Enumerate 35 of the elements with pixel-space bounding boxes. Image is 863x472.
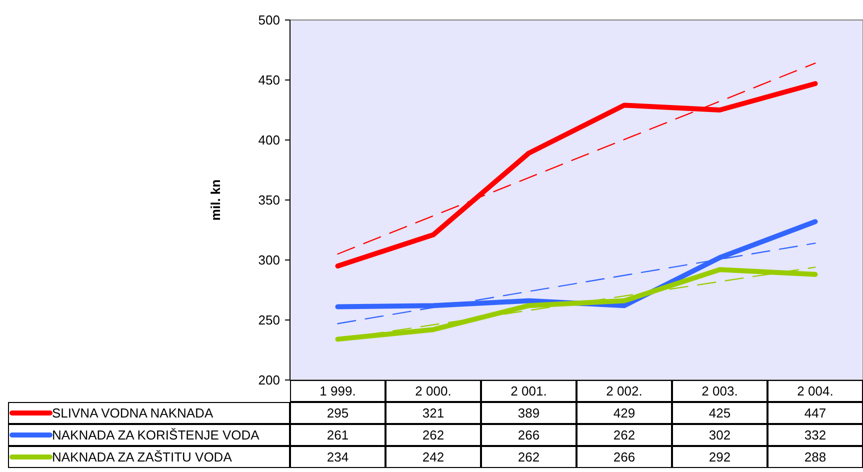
- x-tick-label: 1 999.: [320, 384, 356, 399]
- y-tick-label: 450: [258, 72, 280, 88]
- x-tick-label: 2 002.: [606, 384, 642, 399]
- x-tick-label: 2 003.: [702, 384, 738, 399]
- x-tick-label: 2 004.: [797, 384, 834, 399]
- data-label: 389: [518, 406, 540, 421]
- data-label: 242: [422, 450, 444, 465]
- y-tick-label: 500: [258, 12, 280, 28]
- data-label: 261: [326, 428, 349, 443]
- y-tick-label: 250: [258, 312, 280, 328]
- y-axis-title: mil. kn: [208, 179, 223, 221]
- data-label: 262: [422, 428, 444, 443]
- data-label: 332: [804, 428, 826, 443]
- x-tick-label: 2 000.: [415, 384, 452, 399]
- data-label: 234: [326, 450, 349, 465]
- data-label: 288: [804, 450, 826, 465]
- data-label: 447: [804, 406, 826, 421]
- data-label: 266: [613, 450, 636, 465]
- legend-label: SLIVNA VODNA NAKNADA: [52, 406, 214, 421]
- data-label: 295: [326, 406, 349, 421]
- data-label: 292: [708, 450, 731, 465]
- y-tick-label: 350: [258, 192, 280, 208]
- legend-label: NAKNADA ZA KORIŠTENJE VODA: [52, 428, 260, 443]
- data-label: 302: [708, 428, 731, 443]
- data-label: 262: [613, 428, 636, 443]
- data-label: 262: [518, 450, 540, 465]
- y-tick-label: 200: [258, 372, 280, 388]
- y-tick-label: 300: [258, 252, 280, 268]
- data-label: 266: [518, 428, 540, 443]
- data-label: 425: [708, 406, 731, 421]
- legend-label: NAKNADA ZA ZAŠTITU VODA: [52, 450, 232, 465]
- data-label: 429: [613, 406, 636, 421]
- data-label: 321: [422, 406, 444, 421]
- x-tick-label: 2 001.: [510, 384, 547, 399]
- y-tick-label: 400: [258, 132, 280, 148]
